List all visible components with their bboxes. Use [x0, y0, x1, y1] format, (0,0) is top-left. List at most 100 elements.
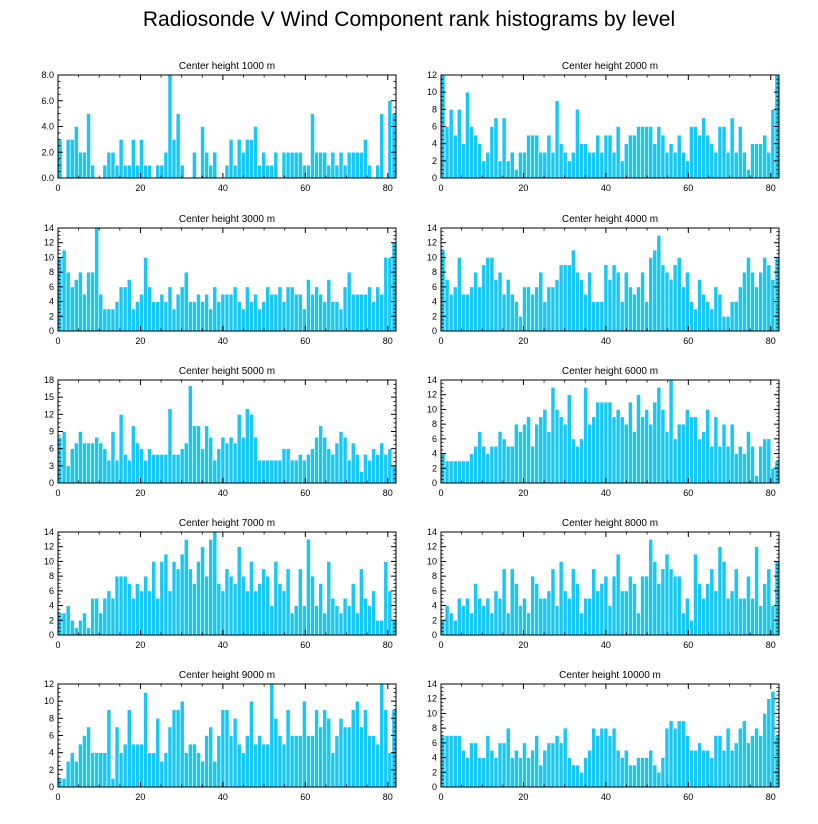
histogram-bar [73, 126, 79, 179]
histogram-bar [733, 742, 739, 788]
histogram-bar [705, 301, 711, 332]
histogram-bar [603, 264, 609, 332]
histogram-bar [269, 683, 275, 788]
histogram-bar [350, 583, 356, 636]
histogram-bar [469, 286, 474, 332]
histogram-bar [501, 117, 507, 179]
histogram-bar [526, 416, 531, 484]
histogram-bar [314, 709, 319, 788]
histogram-bar [652, 249, 658, 332]
histogram-bar [289, 612, 295, 636]
histogram-bar [155, 454, 161, 484]
histogram-bar [359, 471, 364, 484]
histogram-bar [383, 454, 389, 484]
histogram-bar [501, 438, 507, 484]
x-tick-label: 80 [383, 792, 393, 802]
y-tick-label: 2 [49, 311, 54, 321]
histogram-bar [607, 605, 613, 636]
histogram-bar [61, 249, 67, 332]
histogram-bar [733, 568, 739, 636]
histogram-bar [579, 279, 584, 332]
histogram-bar [733, 301, 739, 332]
histogram-bar [766, 568, 772, 636]
panel-title: Center height 3000 m [179, 214, 275, 225]
histogram-bar [448, 293, 454, 332]
histogram-bar [98, 752, 104, 788]
histogram-bar [363, 293, 368, 332]
histogram-bar [86, 271, 91, 332]
histogram-panel-2: Center height 2000 m 0 20 40 60 80 0 2 4 6 8 10 12 [427, 61, 780, 193]
histogram-bar [314, 605, 319, 636]
histogram-bar [61, 431, 67, 484]
histogram-bar [86, 726, 91, 788]
histogram-bar [322, 709, 328, 788]
y-tick-label: 6 [49, 586, 54, 596]
histogram-bar [102, 308, 108, 332]
histogram-bar [163, 454, 169, 484]
x-tick-label: 0 [438, 488, 443, 498]
histogram-bar [249, 301, 254, 332]
histogram-bar [534, 134, 540, 179]
histogram-bar [302, 700, 307, 788]
histogram-bar [599, 727, 605, 788]
histogram-bar [485, 151, 491, 179]
histogram-bar [591, 568, 597, 636]
histogram-bar [709, 568, 715, 636]
histogram-bar [583, 143, 588, 179]
histogram-bar [754, 286, 759, 332]
histogram-bar [672, 575, 678, 636]
histogram-bar [522, 742, 527, 788]
histogram-bar [297, 151, 303, 179]
histogram-bar [118, 575, 124, 636]
y-tick-label: 12 [427, 70, 437, 80]
histogram-bar [465, 91, 470, 179]
histogram-bar [159, 454, 165, 484]
histogram-bar [375, 454, 381, 484]
histogram-bar [139, 293, 144, 332]
histogram-bar [550, 568, 556, 636]
histogram-bar [69, 619, 75, 636]
y-tick-label: 6 [432, 282, 437, 292]
histogram-bar [188, 301, 193, 332]
histogram-panel-1: Center height 1000 m 0 20 40 60 80 0.0 2.0 4.0 6.… [41, 61, 397, 193]
histogram-bar [489, 126, 495, 179]
histogram-bar [469, 742, 474, 788]
y-tick-label: 6 [49, 282, 54, 292]
y-tick-label: 12 [44, 542, 54, 552]
histogram-bar [151, 301, 157, 332]
x-tick-label: 40 [218, 792, 228, 802]
histogram-bar [558, 143, 564, 179]
y-tick-label: 4 [432, 139, 437, 149]
histogram-bar [542, 597, 548, 636]
histogram-bar [122, 454, 128, 484]
figure-title: Radiosonde V Wind Component rank histogr… [142, 8, 676, 31]
histogram-bar [379, 619, 385, 636]
histogram-bar [334, 164, 340, 179]
histogram-bar [762, 583, 768, 636]
histogram-bar [750, 597, 755, 636]
histogram-bar [497, 431, 503, 484]
y-tick-label: 10 [427, 708, 437, 718]
y-tick-label: 12 [44, 679, 54, 689]
x-tick-label: 40 [601, 792, 611, 802]
histogram-bar [481, 757, 487, 788]
histogram-bar [224, 709, 230, 788]
histogram-bar [94, 227, 100, 332]
histogram-bar [155, 164, 161, 179]
x-tick-label: 60 [300, 640, 310, 650]
y-tick-label: 10 [427, 404, 437, 414]
histogram-bar [591, 416, 597, 484]
histogram-bar [192, 743, 197, 788]
histogram-bar [318, 583, 324, 636]
histogram-bar [579, 438, 584, 484]
histogram-bar [599, 583, 605, 636]
histogram-bar [595, 401, 601, 484]
x-tick-label: 40 [218, 336, 228, 346]
histogram-bar [78, 431, 83, 484]
histogram-bar [680, 720, 686, 788]
histogram-bar [289, 459, 295, 484]
x-tick-label: 20 [518, 640, 528, 650]
histogram-bar [240, 308, 246, 332]
histogram-bar [69, 286, 75, 332]
histogram-bar [505, 160, 511, 179]
